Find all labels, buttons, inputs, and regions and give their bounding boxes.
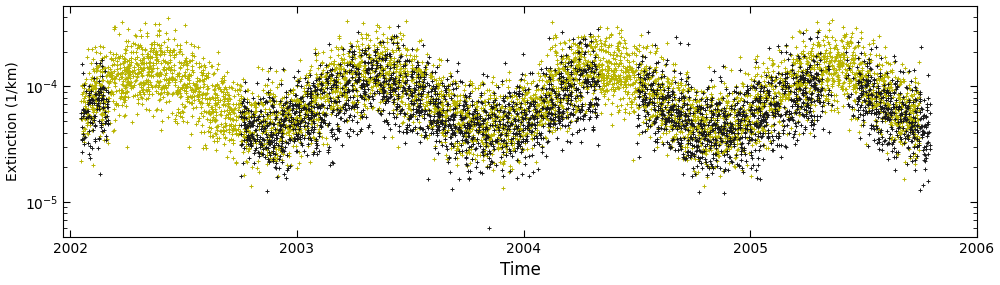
X-axis label: Time: Time bbox=[500, 261, 541, 280]
Y-axis label: Extinction (1/km): Extinction (1/km) bbox=[6, 61, 20, 181]
